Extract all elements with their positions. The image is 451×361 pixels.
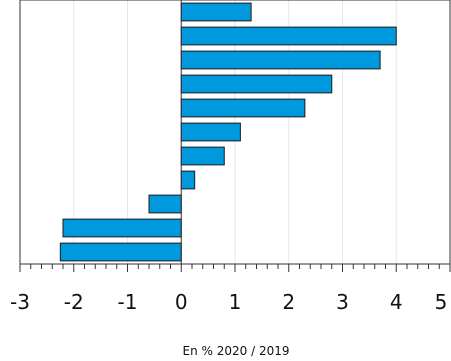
bar bbox=[180, 170, 196, 190]
x-axis-tick-labels: -3 -2 -1 0 1 2 3 4 5 bbox=[10, 290, 447, 314]
x-tick-label: 0 bbox=[175, 290, 188, 314]
x-tick-label: 2 bbox=[282, 290, 295, 314]
bar bbox=[59, 242, 182, 262]
bar bbox=[180, 74, 333, 94]
x-axis-label: En % 2020 / 2019 bbox=[183, 344, 290, 358]
bar bbox=[62, 218, 182, 238]
bar bbox=[180, 146, 225, 166]
bar bbox=[180, 26, 397, 46]
bar bbox=[180, 122, 241, 142]
x-tick-label: 3 bbox=[336, 290, 349, 314]
bars bbox=[59, 2, 397, 262]
bar bbox=[180, 50, 381, 70]
x-tick-label: 4 bbox=[390, 290, 403, 314]
bar bbox=[180, 2, 252, 22]
bar bbox=[180, 98, 306, 118]
x-tick-label: 5 bbox=[435, 290, 448, 314]
x-tick-label: 1 bbox=[229, 290, 242, 314]
x-tick-label: -2 bbox=[64, 290, 84, 314]
x-axis-minor-ticks bbox=[19, 264, 451, 272]
x-tick-label: -3 bbox=[10, 290, 30, 314]
x-tick-label: -1 bbox=[118, 290, 138, 314]
bar bbox=[148, 194, 182, 214]
